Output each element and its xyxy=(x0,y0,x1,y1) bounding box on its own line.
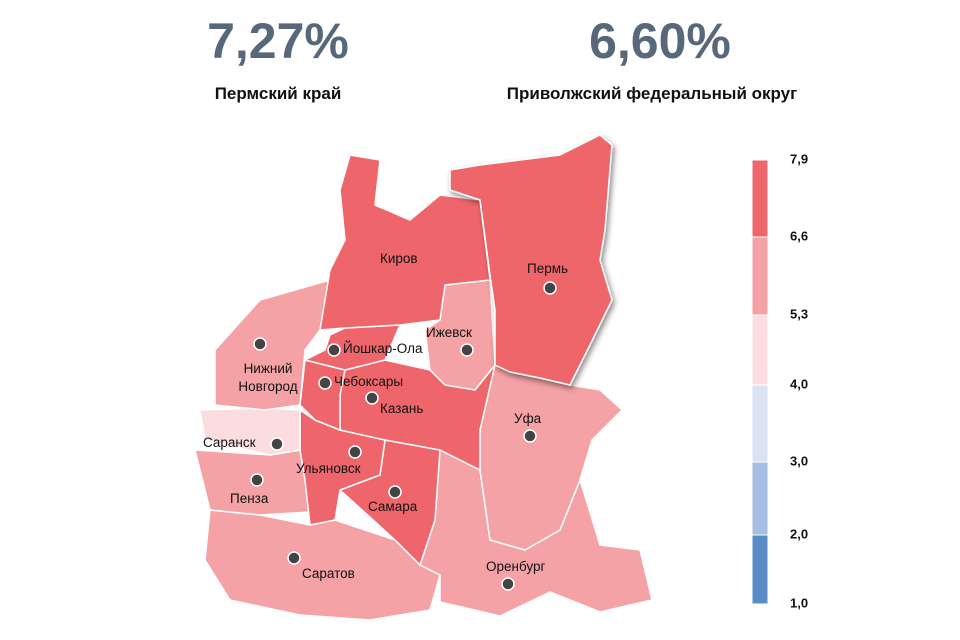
city-label: Чебоксары xyxy=(334,374,404,389)
legend-tick-label: 1,0 xyxy=(790,595,808,610)
legend-band xyxy=(751,461,769,536)
stat-value: 6,60% xyxy=(589,13,731,69)
legend-band xyxy=(751,384,769,463)
city-dot xyxy=(287,551,301,565)
legend-tick-label: 4,0 xyxy=(790,376,808,391)
city-label: Ижевск xyxy=(426,325,472,340)
legend-tick-label: 6,6 xyxy=(790,228,808,243)
city-label: Йошкар-Ола xyxy=(343,341,423,356)
city-dot xyxy=(388,485,402,499)
legend-band xyxy=(751,159,769,238)
city-dot xyxy=(318,376,332,390)
city-dot xyxy=(543,281,557,295)
city-label: Нижний Новгород xyxy=(238,361,298,394)
city-label: Пенза xyxy=(230,491,269,506)
region xyxy=(449,134,613,386)
region xyxy=(479,364,623,551)
city-dot xyxy=(523,429,537,443)
city-label: Пермь xyxy=(527,261,569,276)
legend-tick-label: 7,9 xyxy=(790,151,808,166)
stat-label: Приволжский федеральный округ xyxy=(506,84,798,103)
city-label: Казань xyxy=(380,401,424,416)
city-dot xyxy=(348,445,362,459)
stat-value: 7,27% xyxy=(207,13,349,69)
region xyxy=(319,154,491,331)
legend-band xyxy=(751,534,769,605)
city-dot xyxy=(460,343,474,357)
city-label: Ульяновск xyxy=(296,461,361,476)
legend-tick-label: 2,0 xyxy=(790,526,808,541)
city-dot xyxy=(501,577,515,591)
legend-tick-label: 5,3 xyxy=(790,306,808,321)
city-label: Уфа xyxy=(514,411,542,426)
city-label: Саратов xyxy=(302,566,355,581)
city-label: Самара xyxy=(368,499,418,514)
city-label: Киров xyxy=(380,251,418,266)
city-dot xyxy=(250,473,264,487)
region xyxy=(214,279,331,411)
legend-band xyxy=(751,236,769,316)
legend-tick-label: 3,0 xyxy=(790,453,808,468)
stat-label: Пермский край xyxy=(214,84,342,103)
city-dot xyxy=(270,437,284,451)
city-dot xyxy=(253,337,267,351)
legend-band xyxy=(751,314,769,386)
city-dot xyxy=(327,343,341,357)
city-label: Саранск xyxy=(203,435,256,450)
city-dot xyxy=(365,391,379,405)
city-label: Оренбург xyxy=(486,559,546,574)
